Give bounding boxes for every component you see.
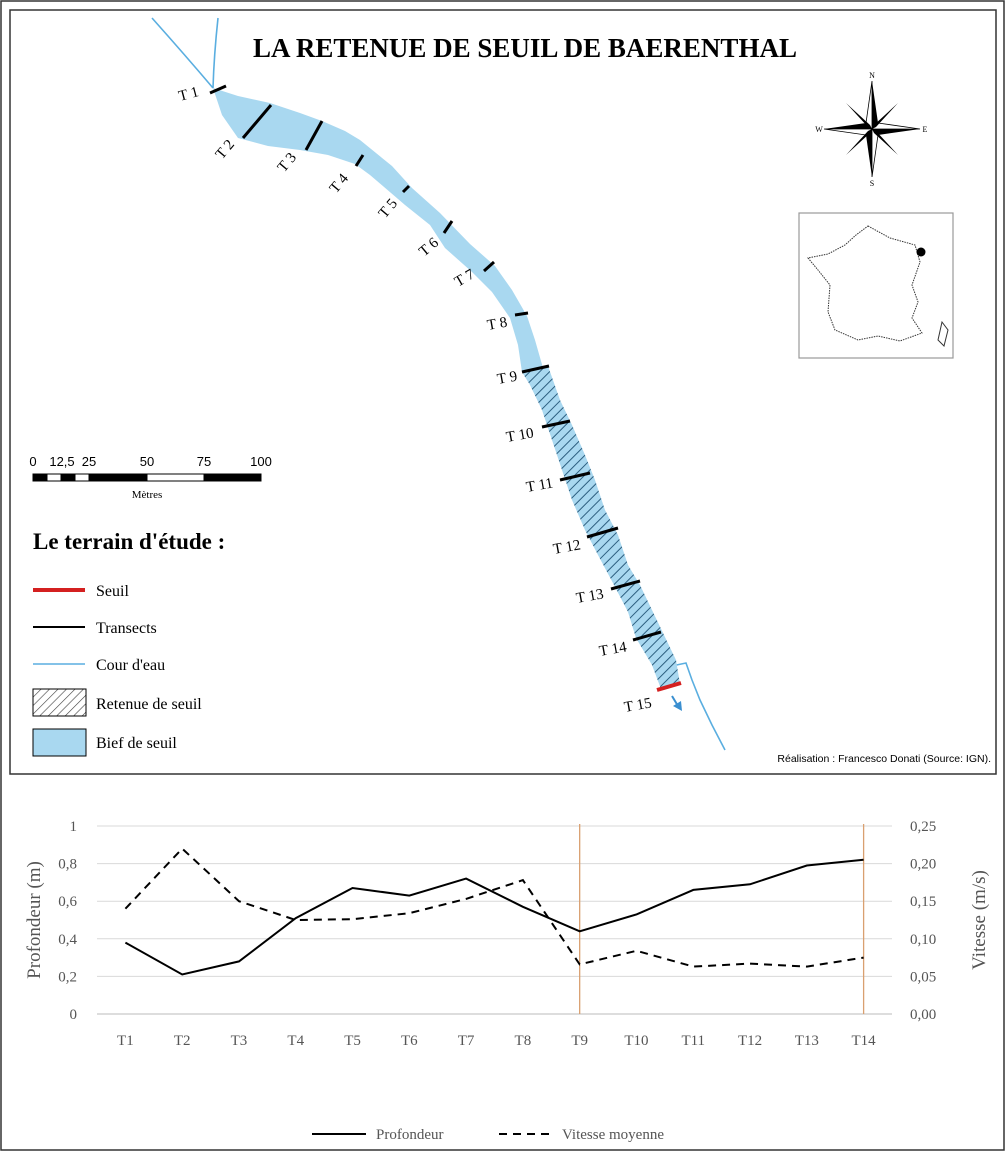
x-tick-label: T1 [117,1033,134,1049]
location-dot-icon [916,247,926,257]
series-line-profondeur [124,858,864,976]
transect-label: T 2 [213,137,238,163]
transect-label: T 3 [275,150,300,176]
compass-s-label: S [870,179,874,188]
y-tick-label: 0,2 [58,969,77,985]
y-axis-label: Profondeur (m) [24,861,45,979]
x-tick-label: T3 [231,1033,248,1049]
compass-rose-icon [823,80,921,178]
scale-tick-label: 75 [197,454,211,469]
x-tick-label: T9 [571,1033,588,1049]
transect-label: T 10 [505,425,535,446]
x-tick-label: T5 [344,1033,361,1049]
legend-retenue-swatch [32,688,87,717]
scale-bar [32,473,262,482]
y-right-tick-label: 0,15 [910,894,936,910]
retenue-de-seuil [522,366,680,689]
river-lines [151,17,726,751]
legend-bief-swatch [32,728,87,757]
x-tick-label: T13 [795,1033,819,1049]
transect-label: T 5 [376,196,401,222]
x-tick-label: T10 [624,1033,648,1049]
legend-profondeur-label: Profondeur [376,1127,444,1143]
transect-label: T 4 [327,170,353,196]
flow-arrow-head [673,701,682,711]
y-tick-label: 0,4 [58,932,77,948]
bief-de-seuil [213,88,543,372]
y-right-tick-label: 0,05 [910,969,936,985]
compass-e-label: E [923,125,928,134]
x-tick-label: T11 [681,1033,705,1049]
legend-title: Le terrain d'étude : [33,529,225,554]
transect-lines [209,84,662,642]
transect-label: T 8 [486,315,509,334]
map-frame [9,9,997,775]
legend-vitesse-label: Vitesse moyenne [562,1127,664,1143]
transect-label: T 15 [623,695,653,716]
compass-w-label: W [815,125,823,134]
compass-n-label: N [869,71,875,80]
x-tick-label: T2 [174,1033,191,1049]
x-tick-label: T6 [401,1033,418,1049]
x-tick-label: T14 [852,1033,877,1049]
x-tick-label: T4 [287,1033,304,1049]
x-tick-label: T8 [515,1033,532,1049]
transect-label: T 12 [552,537,582,558]
scale-tick-label: 25 [82,454,96,469]
scale-tick-label: 50 [140,454,154,469]
transect-label: T 11 [525,475,554,495]
france-inset-map [798,212,954,359]
y-right-axis-label: Vitesse (m/s) [969,870,990,970]
scale-tick-label: 0 [29,454,36,469]
transect-label: T 6 [416,235,442,261]
transect-label: T 1 [177,84,201,105]
map-credit: Réalisation : Francesco Donati (Source: … [777,753,991,765]
transect-label: T 9 [496,369,519,388]
y-tick-label: 1 [70,819,78,835]
transect-label: T 14 [598,639,628,660]
y-right-tick-label: 0,20 [910,857,936,873]
scale-tick-label: 12,5 [49,454,74,469]
scale-tick-label: 100 [250,454,272,469]
legend-bief-label: Bief de seuil [96,735,177,752]
legend-seuil-label: Seuil [96,583,129,600]
depth-velocity-chart: 0 0,2 0,4 0,6 0,8 1 0,00 0,05 0,10 0,15 0,20 0,25 T1… [24,819,990,1143]
france-outline [807,225,923,342]
x-tick-label: T12 [738,1033,762,1049]
y-right-tick-label: 0,00 [910,1007,936,1023]
y-right-tick-label: 0,25 [910,819,936,835]
corsica-outline [937,320,949,347]
series-line-vitesse [124,847,864,968]
legend-transects-label: Transects [96,620,157,637]
seuil-line [656,681,682,692]
map-title: LA RETENUE DE SEUIL DE BAERENTHAL [253,33,797,63]
y-tick-label: 0 [70,1007,78,1023]
y-tick-label: 0,8 [58,857,77,873]
x-tick-label: T7 [458,1033,475,1049]
transect-label: T 13 [575,586,605,607]
y-tick-label: 0,6 [58,894,77,910]
y-right-tick-label: 0,10 [910,932,936,948]
legend-retenue-label: Retenue de seuil [96,696,202,713]
legend-river-label: Cour d'eau [96,657,165,674]
scale-unit: Mètres [132,489,163,501]
